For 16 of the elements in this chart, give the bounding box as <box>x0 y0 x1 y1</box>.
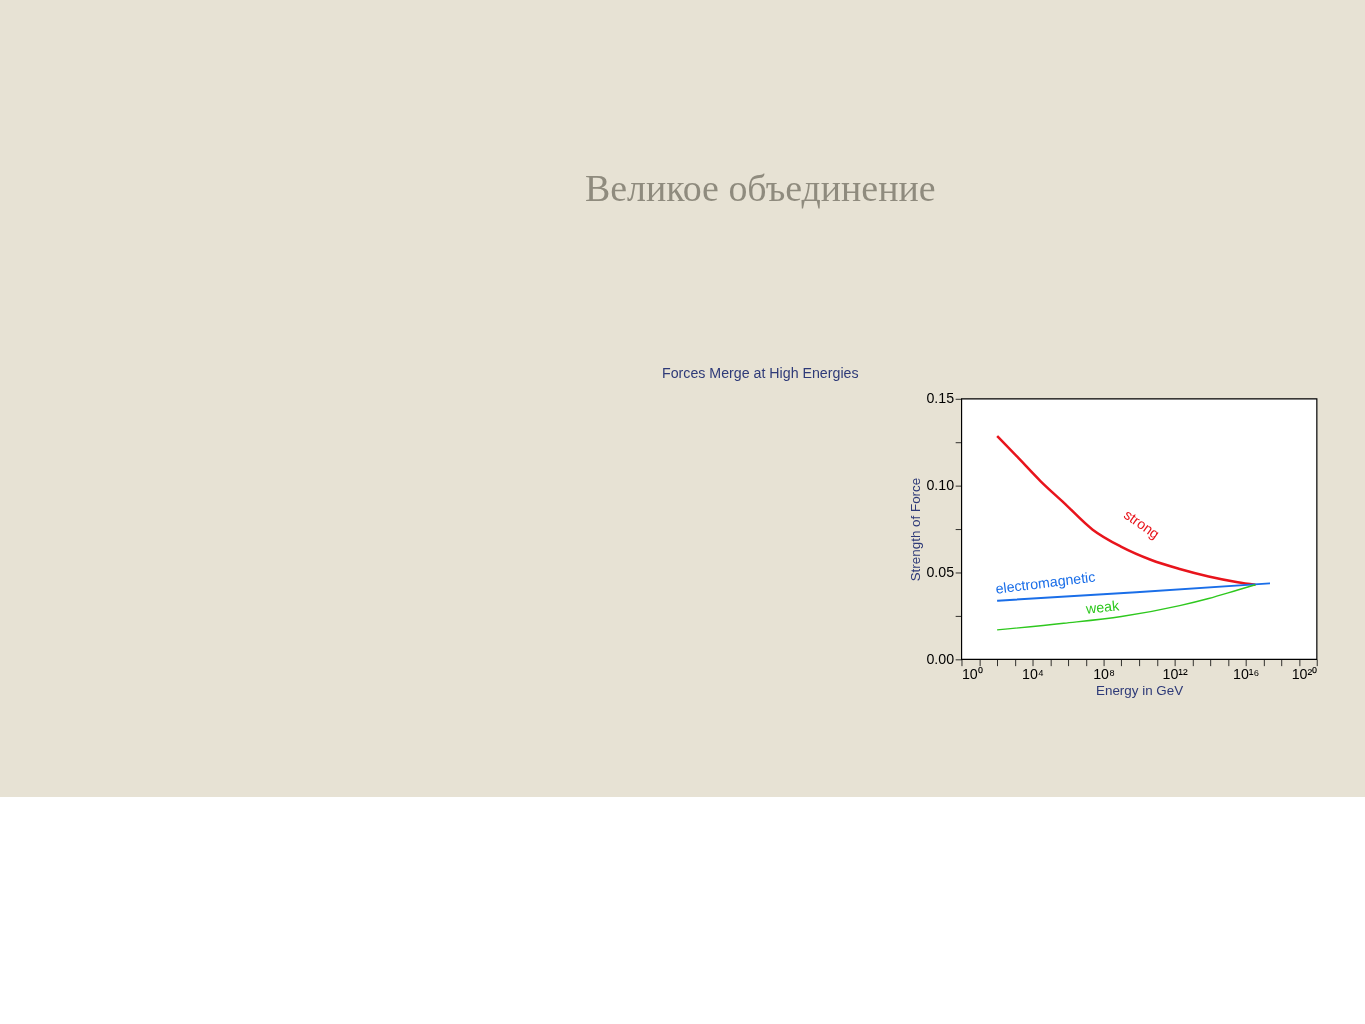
y-axis-title: Strength of Force <box>908 477 924 582</box>
x-tick-label: 10⁸ <box>1093 665 1115 682</box>
x-tick-label: 10⁴ <box>1022 665 1044 682</box>
y-tick-label: 0.15 <box>926 390 955 407</box>
x-tick-label: 10⁰ <box>961 665 983 682</box>
x-tick-label: 10²⁰ <box>1291 665 1318 682</box>
text: weak <box>1084 597 1121 617</box>
y-tick-label: 0.10 <box>926 477 955 494</box>
x-tick-label: 10¹⁶ <box>1233 665 1260 682</box>
y-tick-label: 0.00 <box>926 650 955 667</box>
text: Forces Merge at High Energies <box>661 364 859 381</box>
chart-title: Великое объединение <box>585 166 936 209</box>
text: electromagnetic <box>994 568 1097 597</box>
x-tick-label: 10¹² <box>1162 665 1189 682</box>
x-axis-title: Energy in GeV <box>1096 683 1184 699</box>
y-tick-label: 0.05 <box>926 563 955 580</box>
